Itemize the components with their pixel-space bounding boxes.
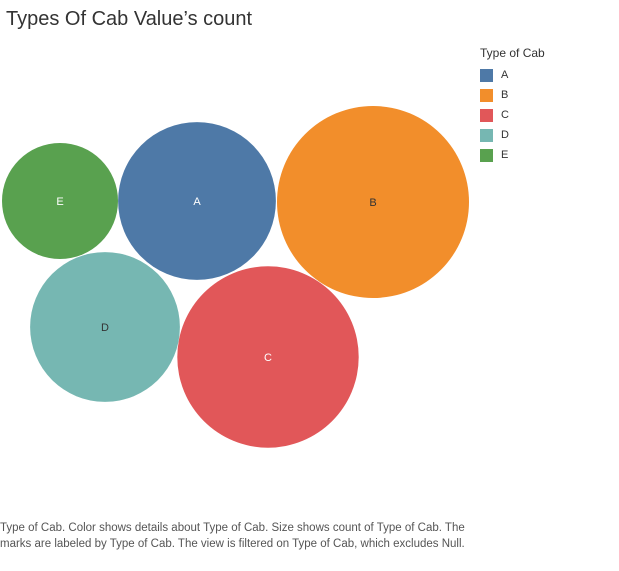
bubble-label-a: A [193,196,201,208]
legend-swatch-e [480,148,493,162]
legend-swatch-d [480,128,493,142]
legend-label-b: B [501,89,509,101]
bubble-label-e: E [56,196,63,208]
bubble-a[interactable] [118,122,276,280]
legend-label-e: E [501,149,509,161]
legend-swatch-c [480,108,493,122]
legend-item-c[interactable]: C [480,105,545,125]
chart-title: Types Of Cab Value’s count [6,8,253,30]
legend-item-d[interactable]: D [480,125,545,145]
bubble-c[interactable] [177,266,359,448]
legend-item-b[interactable]: B [480,85,545,105]
legend-label-c: C [501,109,509,121]
bubble-chart: A B C D E [2,106,469,448]
bubble-b[interactable] [277,106,469,298]
legend-item-a[interactable]: A [480,65,545,85]
legend-title: Type of Cab [480,46,545,60]
bubble-e[interactable] [2,143,118,259]
legend-item-e[interactable]: E [480,145,545,165]
legend-label-a: A [501,69,509,81]
bubble-label-c: C [264,352,272,364]
bubble-d[interactable] [30,252,180,402]
legend: Type of Cab A B C D E [480,46,545,165]
legend-label-d: D [501,129,509,141]
legend-swatch-b [480,88,493,102]
legend-swatch-a [480,68,493,82]
bubble-label-b: B [369,197,376,209]
chart-caption: Type of Cab. Color shows details about T… [0,522,465,550]
bubble-label-d: D [101,322,109,334]
